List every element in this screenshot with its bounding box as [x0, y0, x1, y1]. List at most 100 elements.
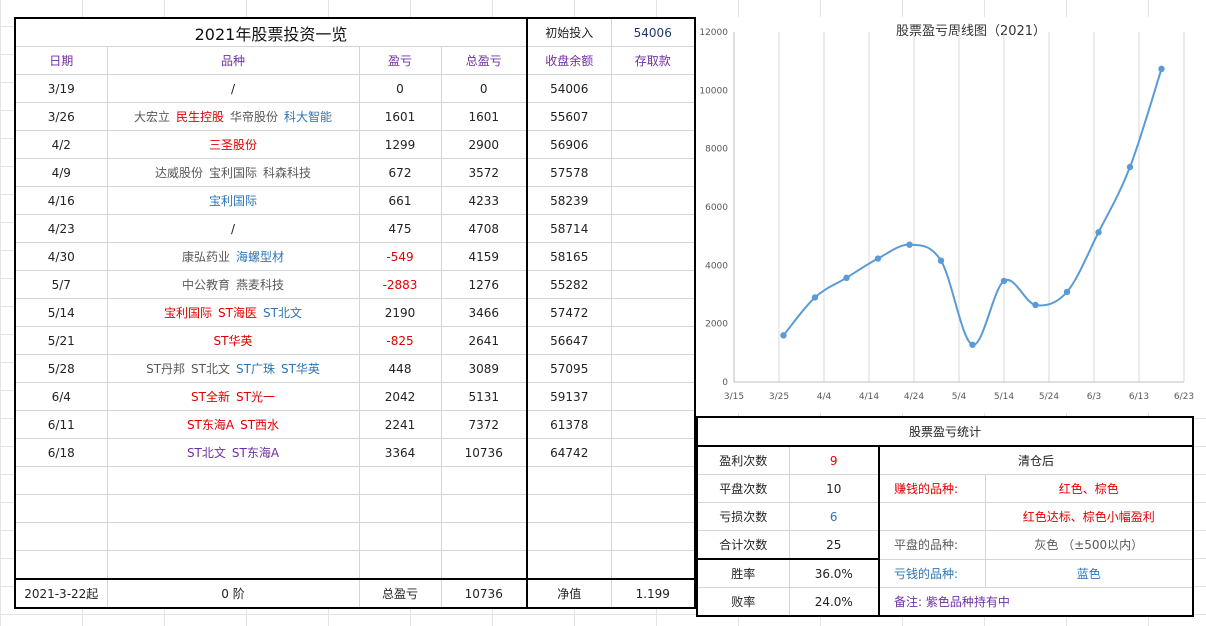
- balance-cell: 54006: [526, 74, 612, 103]
- stock-name: 宝利国际: [208, 166, 257, 180]
- table-row: 4/9 达威股份 宝利国际 科森科技 672 3572 57578: [14, 158, 696, 187]
- date-cell: 5/28: [14, 354, 108, 383]
- stats-row: 亏损次数 6 红色达标、棕色小幅盈利: [696, 502, 1194, 531]
- data-point: [811, 294, 819, 301]
- table-row: 6/4 ST全新 ST光一 2042 5131 59137: [14, 382, 696, 411]
- date-cell: 5/14: [14, 298, 108, 327]
- stocks-cell: ST全新 ST光一: [106, 382, 360, 411]
- empty-row: [14, 494, 696, 523]
- column-header: 存取款: [610, 46, 696, 75]
- stock-name: 三圣股份: [208, 138, 257, 152]
- stocks-cell: ST北文 ST东海A: [106, 438, 360, 467]
- stock-name: ST西水: [240, 418, 280, 432]
- stock-name: 宝利国际: [208, 194, 257, 208]
- y-tick-label: 12000: [699, 28, 728, 38]
- y-tick-label: 6000: [705, 203, 728, 213]
- empty-cell: [526, 494, 612, 523]
- empty-cell: [358, 466, 442, 495]
- stock-name: ST广珠: [236, 362, 275, 376]
- stat-label: 胜率: [696, 558, 790, 588]
- table-row: 3/19/0 0 54006: [14, 74, 696, 103]
- deposit-withdraw-cell: [610, 130, 696, 159]
- table-row: 5/7 中公教育 燕麦科技 -2883 1276 55282: [14, 270, 696, 299]
- stocks-cell: /: [106, 214, 360, 243]
- stat-label: 败率: [696, 587, 790, 617]
- balance-cell: 57578: [526, 158, 612, 187]
- profit-loss-cell: -2883: [358, 270, 442, 299]
- total-profit-cell: 3572: [440, 158, 528, 187]
- table-row: 3/26 大宏立 民生控股 华帝股份 科大智能 1601 1601 55607: [14, 102, 696, 131]
- stocks-cell: ST东海A ST西水: [106, 410, 360, 439]
- profit-loss-cell: 448: [358, 354, 442, 383]
- empty-cell: [14, 522, 108, 551]
- profit-loss-cell: 672: [358, 158, 442, 187]
- stat-value: 25: [788, 530, 880, 560]
- table-row: 6/18 ST北文 ST东海A 3364 10736 64742: [14, 438, 696, 467]
- footer-total-value: 10736: [440, 578, 528, 609]
- empty-cell: [14, 466, 108, 495]
- profit-loss-cell: 1601: [358, 102, 442, 131]
- stocks-cell: 宝利国际 ST海医 ST北文: [106, 298, 360, 327]
- column-header: 盈亏: [358, 46, 442, 75]
- date-cell: 4/30: [14, 242, 108, 271]
- balance-cell: 59137: [526, 382, 612, 411]
- footer-row: 2021-3-22起 0 阶总盈亏 10736 净值 1.199: [14, 578, 696, 609]
- date-cell: 4/9: [14, 158, 108, 187]
- profit-chart: 股票盈亏周线图（2021） 3/15 3/25 4/4 4/14 4/24 5/4 5/14 5…: [696, 17, 1206, 413]
- data-point: [780, 332, 787, 339]
- balance-cell: 58714: [526, 214, 612, 243]
- stock-name: 中公教育: [181, 278, 230, 292]
- column-header: 总盈亏: [440, 46, 528, 75]
- stat-label: 亏损次数: [696, 502, 790, 531]
- total-profit-cell: 0: [440, 74, 528, 103]
- stat-label: 合计次数: [696, 530, 790, 560]
- table-row: 4/23 / 475 4708 58714: [14, 214, 696, 243]
- stat-label: 平盘次数: [696, 474, 790, 503]
- stat-value: 36.0%: [788, 558, 880, 588]
- x-tick-label: 4/24: [904, 392, 924, 402]
- table-row: 4/30 康弘药业 海螺型材 -549 4159 58165: [14, 242, 696, 271]
- stats-row: 盈利次数 9 清仓后: [696, 445, 1194, 475]
- y-tick-label: 4000: [705, 261, 728, 271]
- stock-name: 大宏立: [133, 110, 170, 124]
- data-point: [874, 255, 882, 262]
- empty-cell: [526, 522, 612, 551]
- date-cell: 3/19: [14, 74, 108, 103]
- profit-loss-cell: 0: [358, 74, 442, 103]
- flat-kind-value: 灰色 （±500以内）: [984, 530, 1194, 560]
- stock-name: ST华英: [213, 334, 253, 348]
- deposit-withdraw-cell: [610, 382, 696, 411]
- deposit-withdraw-cell: [610, 158, 696, 187]
- date-cell: 5/21: [14, 326, 108, 355]
- profit-kind-value: 红色、棕色: [984, 474, 1194, 503]
- table-row: 5/28 ST丹邦 ST北文 ST广珠 ST华英 448 3089 57095: [14, 354, 696, 383]
- total-profit-cell: 3089: [440, 354, 528, 383]
- stock-name: /: [230, 221, 236, 236]
- deposit-withdraw-cell: [610, 242, 696, 271]
- table-row: 5/14 宝利国际 ST海医 ST北文 2190 3466 57472: [14, 298, 696, 327]
- stock-name: 华帝股份: [230, 110, 279, 124]
- profit-loss-cell: -825: [358, 326, 442, 355]
- date-cell: 6/18: [14, 438, 108, 467]
- total-profit-cell: 4159: [440, 242, 528, 271]
- empty-cell: [14, 550, 108, 580]
- x-tick-label: 4/14: [859, 392, 879, 402]
- footer-nav-label: 净值: [526, 578, 612, 609]
- date-cell: 3/26: [14, 102, 108, 131]
- balance-cell: 56906: [526, 130, 612, 159]
- data-point: [1032, 301, 1039, 309]
- profit-kind-label: 赚钱的品种:: [878, 474, 986, 503]
- date-cell: 4/23: [14, 214, 108, 243]
- table-row: 5/21 ST华英 -825 2641 56647: [14, 326, 696, 355]
- data-point: [1000, 277, 1008, 285]
- note-text: 备注: 紫色品种持有中: [878, 587, 1194, 617]
- empty-cell: [106, 494, 360, 523]
- empty-cell: [610, 494, 696, 523]
- data-point: [1095, 229, 1102, 236]
- title-row: 2021年股票投资一览 初始投入 54006: [14, 17, 696, 47]
- stat-value: 10: [788, 474, 880, 503]
- deposit-withdraw-cell: [610, 326, 696, 355]
- total-profit-cell: 2641: [440, 326, 528, 355]
- balance-cell: 55282: [526, 270, 612, 299]
- profit-kind-detail: 红色达标、棕色小幅盈利: [984, 502, 1194, 531]
